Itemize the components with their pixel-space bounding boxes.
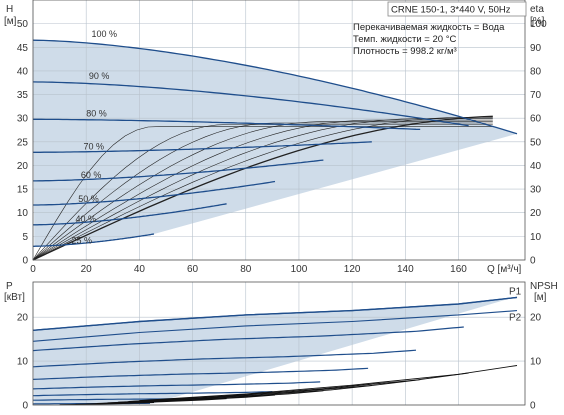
y-tick-label: 35	[17, 90, 29, 101]
npsh-curve	[118, 379, 421, 403]
y-tick-label: 45	[17, 43, 29, 54]
x-tick-label: 80	[240, 264, 252, 275]
x-tick-label: 20	[81, 264, 93, 275]
power-series-label: P2	[509, 313, 522, 324]
power-npsh-plot: P1 P2 0 10 20 0 10 20	[17, 281, 542, 412]
y-tick-label: 5	[22, 232, 28, 243]
y-right-tick-label: 40	[530, 161, 542, 172]
head-efficiency-plot: 100 % 90 % 80 % 70 % 60 % 50 % 40 % 25 % 0 5 10 15 2…	[17, 0, 547, 275]
y-right-tick-label: 0	[530, 401, 536, 412]
series-label: 90 %	[89, 71, 110, 81]
series-label: 40 %	[76, 214, 97, 224]
x-tick-label: 100	[291, 264, 308, 275]
y-right-tick-label: 50	[530, 137, 542, 148]
y-axis-title-eta: eta	[530, 4, 544, 15]
y-tick-label: 25	[17, 137, 29, 148]
power-curve	[32, 349, 417, 368]
y-tick-label: 40	[17, 66, 29, 77]
y-right-tick-label: 10	[530, 232, 542, 243]
x-tick-label: 60	[187, 264, 199, 275]
y-tick-label: 15	[17, 185, 29, 196]
head-curve	[33, 141, 372, 153]
title-box	[387, 1, 527, 17]
npsh-curve	[107, 385, 372, 404]
power-curve	[32, 381, 321, 390]
y-right-tick-label: 20	[530, 208, 542, 219]
head-curve	[33, 118, 421, 131]
series-label: 60 %	[81, 170, 102, 180]
efficiency-curve	[32, 126, 493, 261]
power-series-label: P1	[509, 286, 522, 297]
head-curve	[33, 159, 324, 182]
y-tick-label: 0	[22, 256, 28, 267]
power-series-p2	[32, 310, 518, 342]
efficiency-curve	[32, 124, 493, 261]
y-axis-unit-eta: [%]	[530, 16, 545, 27]
x-tick-label: 160	[450, 264, 467, 275]
power-curve	[32, 326, 464, 352]
info-line-density: Плотность = 998.2 кг/м³	[353, 46, 457, 57]
head-curve	[33, 180, 276, 206]
y-right-tick-label: 60	[530, 114, 542, 125]
x-tick-label: 120	[344, 264, 361, 275]
y-right-tick-label: 100	[530, 19, 547, 30]
y-axis-unit-power: [кВт]	[4, 292, 25, 303]
series-label: 80 %	[86, 108, 107, 118]
y-tick-label: 20	[17, 161, 29, 172]
y-axis-title-head: H	[6, 4, 13, 15]
head-curve	[32, 81, 469, 127]
npsh-curve	[96, 390, 324, 404]
series-label: 70 %	[84, 141, 105, 151]
y-right-tick-label: 70	[530, 90, 542, 101]
efficiency-curve	[32, 115, 493, 261]
series-label: 25 %	[72, 235, 93, 245]
power-area	[33, 298, 512, 404]
chart-title: CRNE 150-1, 3*440 V, 50Hz	[391, 5, 511, 16]
x-axis-title: Q [м³/ч]	[487, 264, 522, 275]
info-line-temperature: Темп. жидкости = 20 °C	[353, 34, 456, 45]
operating-area	[33, 40, 517, 247]
y-axis-title-npsh: NPSH	[530, 281, 558, 292]
head-curve	[32, 39, 518, 135]
npsh-curve	[59, 402, 155, 406]
x-tick-label: 140	[397, 264, 414, 275]
head-curve	[33, 203, 227, 226]
y-tick-label: 30	[17, 114, 29, 125]
power-series-p1	[32, 296, 518, 331]
top-plot-frame	[32, 0, 526, 261]
series-label: 50 %	[78, 194, 99, 204]
y-right-tick-label: 20	[530, 313, 542, 324]
x-tick-label: 0	[30, 264, 36, 275]
head-curve	[33, 233, 155, 247]
efficiency-curve	[32, 121, 493, 261]
y-right-tick-label: 0	[530, 256, 536, 267]
y-tick-label: 20	[17, 313, 29, 324]
bottom-plot-frame	[32, 281, 526, 406]
power-curve	[32, 367, 369, 380]
x-tick-label: 40	[134, 264, 146, 275]
y-axis-unit-head: [м]	[4, 16, 17, 27]
npsh-curve	[139, 365, 518, 402]
series-label: 100 %	[92, 29, 118, 39]
y-right-tick-label: 30	[530, 185, 542, 196]
y-right-tick-label: 10	[530, 357, 542, 368]
y-tick-label: 10	[17, 208, 29, 219]
y-tick-label: 10	[17, 357, 29, 368]
power-curve	[32, 391, 273, 397]
y-tick-label: 50	[17, 19, 29, 30]
y-right-tick-label: 80	[530, 66, 542, 77]
y-axis-title-power: P	[6, 281, 13, 292]
info-line-fluid: Перекачиваемая жидкость = Вода	[353, 22, 505, 33]
y-axis-unit-npsh: [м]	[534, 292, 547, 303]
y-right-tick-label: 90	[530, 43, 542, 54]
y-tick-label: 0	[22, 401, 28, 412]
efficiency-curve	[32, 119, 493, 261]
npsh-curve	[128, 372, 469, 402]
